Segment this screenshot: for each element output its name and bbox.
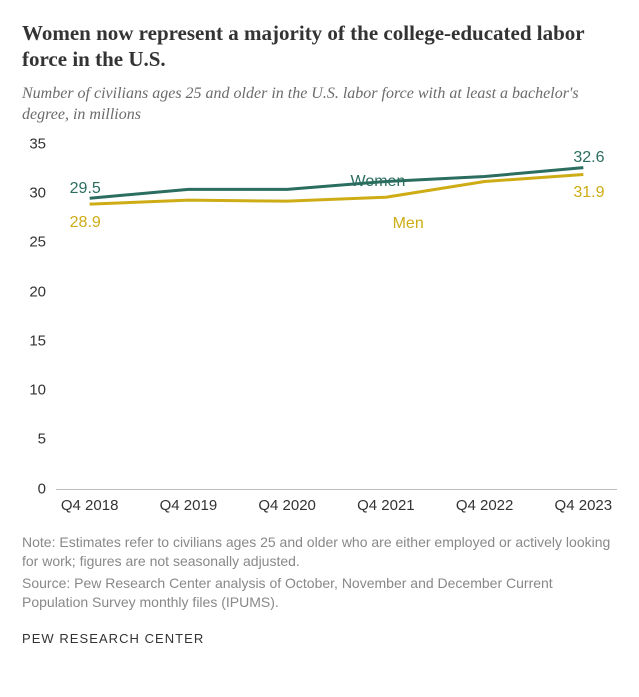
y-tick: 35 (29, 135, 46, 152)
chart-source: Source: Pew Research Center analysis of … (22, 574, 617, 613)
y-tick: 15 (29, 332, 46, 349)
series-line-men (90, 174, 584, 204)
series-label-women: Women (351, 173, 406, 191)
x-tick: Q4 2019 (160, 497, 218, 514)
end-value-men: 31.9 (573, 184, 604, 202)
line-chart-svg (56, 144, 617, 489)
y-tick: 10 (29, 382, 46, 399)
chart-title: Women now represent a majority of the co… (22, 20, 617, 73)
x-tick: Q4 2022 (456, 497, 514, 514)
chart-note: Note: Estimates refer to civilians ages … (22, 533, 617, 572)
x-baseline (56, 489, 617, 490)
chart-subtitle: Number of civilians ages 25 and older in… (22, 83, 617, 126)
y-tick: 25 (29, 234, 46, 251)
start-value-women: 29.5 (70, 180, 101, 198)
y-tick: 20 (29, 283, 46, 300)
series-line-women (90, 167, 584, 198)
start-value-men: 28.9 (70, 214, 101, 232)
footer-attribution: PEW RESEARCH CENTER (22, 631, 617, 646)
y-tick: 5 (38, 431, 46, 448)
x-tick: Q4 2021 (357, 497, 415, 514)
plot-region: Women 29.5 32.6 Men 28.9 31.9 (56, 144, 617, 489)
y-tick: 30 (29, 184, 46, 201)
end-value-women: 32.6 (573, 149, 604, 167)
x-tick: Q4 2018 (61, 497, 119, 514)
series-label-men: Men (393, 215, 424, 233)
chart-area: 05101520253035 Women29.532.6Men28.931.9 (22, 144, 617, 489)
y-tick: 0 (38, 480, 46, 497)
x-axis: Q4 2018 Q4 2019 Q4 2020 Q4 2021 Q4 2022 Q4 20… (56, 497, 617, 519)
x-tick: Q4 2020 (258, 497, 316, 514)
y-axis: 05101520253035 (22, 144, 52, 489)
x-tick: Q4 2023 (555, 497, 613, 514)
